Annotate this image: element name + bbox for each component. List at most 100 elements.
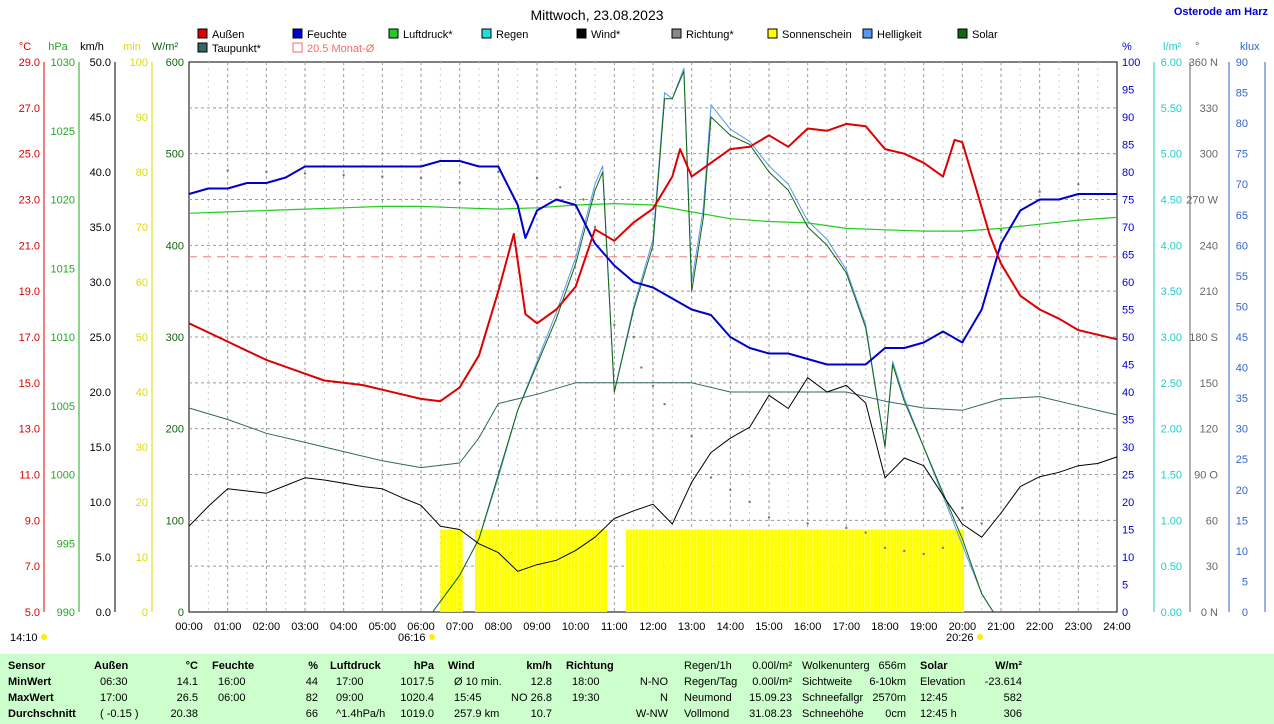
- right-tick-label: 360 N: [1189, 57, 1218, 69]
- sunshine-bar: [651, 529, 655, 612]
- legend-swatch: [862, 28, 873, 39]
- left-tick-label: 20.0: [90, 387, 111, 399]
- sunshine-bar: [459, 529, 463, 612]
- sunshine-bar: [581, 529, 585, 612]
- left-tick-label: 20: [136, 497, 148, 509]
- stats-cell: 16:00: [218, 676, 246, 688]
- right-tick-label: 20: [1122, 497, 1134, 509]
- stats-cell: MaxWert: [8, 692, 54, 704]
- sunshine-bar: [851, 529, 855, 612]
- sunshine-bar: [632, 529, 636, 612]
- stats-cell: W/m²: [995, 660, 1022, 672]
- right-tick-label: 270 W: [1186, 195, 1218, 207]
- left-tick-label: 23.0: [19, 195, 40, 207]
- sunshine-bar: [507, 529, 511, 612]
- left-axis-unit: km/h: [80, 41, 104, 53]
- stats-panel: Sensor Außen °C Feuchte% Luftdruck hPa Wind km/…: [0, 654, 1274, 724]
- sunshine-bar: [565, 529, 569, 612]
- sunshine-bar: [770, 529, 774, 612]
- sunshine-bar: [909, 529, 913, 612]
- right-tick-label: 1.00: [1161, 515, 1182, 527]
- stats-cell: Schneefallgr: [802, 692, 864, 704]
- legend-swatch: [292, 42, 303, 53]
- legend-label: Außen: [212, 29, 244, 41]
- sunshine-bar: [835, 529, 839, 612]
- sunshine-bar: [539, 529, 543, 612]
- stats-cell: Regen/Tag: [684, 676, 738, 688]
- stats-cell: Sensor: [8, 660, 46, 672]
- right-tick-label: 240: [1200, 240, 1218, 252]
- left-tick-label: 1015: [51, 263, 75, 275]
- x-tick-label: 20:00: [949, 621, 977, 633]
- legend-swatch: [957, 28, 968, 39]
- right-tick-label: 100: [1122, 57, 1140, 69]
- stats-cell: Ø 10 min.: [454, 676, 502, 688]
- sunshine-bar: [735, 529, 739, 612]
- right-tick-label: 55: [1236, 271, 1248, 283]
- sunshine-bar: [751, 529, 755, 612]
- sunshine-bar: [880, 529, 884, 612]
- sunshine-bar: [571, 529, 575, 612]
- legend-swatch: [481, 28, 492, 39]
- axes: 00:00 01:00 02:00 03:00 04:00 05:00 06:00 07:00…: [10, 41, 1266, 644]
- stats-cell: 20.38: [170, 708, 198, 720]
- sunshine-bar: [957, 529, 961, 612]
- direction-point: [663, 403, 666, 406]
- stats-cell: 306: [1003, 708, 1022, 720]
- right-tick-label: 65: [1236, 210, 1248, 222]
- sun-icon: [429, 634, 435, 640]
- left-tick-label: 5.0: [25, 607, 40, 619]
- left-tick-label: 50: [136, 332, 148, 344]
- sunshine-bar: [883, 529, 887, 612]
- direction-point: [709, 476, 713, 479]
- left-tick-label: 7.0: [25, 561, 40, 573]
- sunshine-bar: [722, 529, 726, 612]
- direction-point: [419, 176, 423, 180]
- stats-cell: 582: [1003, 692, 1022, 704]
- direction-point: [342, 173, 345, 177]
- direction-point: [632, 335, 635, 339]
- x-tick-label: 13:00: [678, 621, 706, 633]
- sunshine-bar: [456, 529, 460, 612]
- sunshine-bar: [568, 529, 572, 612]
- sunshine-bar: [812, 529, 816, 612]
- direction-point: [806, 522, 809, 525]
- stats-cell: 19:30: [572, 692, 600, 704]
- right-tick-label: 15: [1236, 515, 1248, 527]
- sunshine-bar: [690, 529, 694, 612]
- direction-point: [1115, 179, 1119, 183]
- left-axis-unit: °C: [19, 41, 31, 53]
- sunshine-bar: [552, 529, 556, 612]
- station-name: Osterode am Harz: [1173, 6, 1268, 18]
- sunshine-bar: [741, 529, 745, 612]
- sunshine-bar: [504, 529, 508, 612]
- stats-cell: Außen: [94, 660, 129, 672]
- sunshine-bar: [562, 529, 566, 612]
- stats-cell: 10.7: [530, 708, 552, 720]
- stats-cell: Feuchte: [212, 660, 255, 672]
- left-tick-label: 1020: [51, 195, 75, 207]
- sunshine-bar: [642, 529, 646, 612]
- sunshine-bar: [475, 529, 479, 612]
- left-tick-label: 990: [57, 607, 75, 619]
- sunshine-bar: [671, 529, 675, 612]
- sunshine-bar: [575, 529, 579, 612]
- x-tick-label: 24:00: [1103, 621, 1131, 633]
- left-tick-label: 17.0: [19, 332, 40, 344]
- legend-label: 20.5 Monat-Ø: [307, 43, 375, 55]
- right-tick-label: 65: [1122, 250, 1134, 262]
- direction-point: [1038, 190, 1041, 194]
- legend-label: Feuchte: [307, 29, 347, 41]
- stats-cell: 1019.0: [400, 708, 434, 720]
- series-line-wind: [188, 377, 1118, 572]
- sunshine-bar: [664, 529, 668, 612]
- right-tick-label: 30: [1122, 442, 1134, 454]
- sunshine-bar: [928, 529, 932, 612]
- x-tick-label: 01:00: [214, 621, 242, 633]
- right-tick-label: 20: [1236, 485, 1248, 497]
- left-tick-label: 300: [166, 332, 184, 344]
- sunshine-bar: [597, 529, 601, 612]
- x-tick-label: 12:00: [639, 621, 667, 633]
- direction-point: [303, 172, 307, 175]
- left-tick-label: 60: [136, 277, 148, 289]
